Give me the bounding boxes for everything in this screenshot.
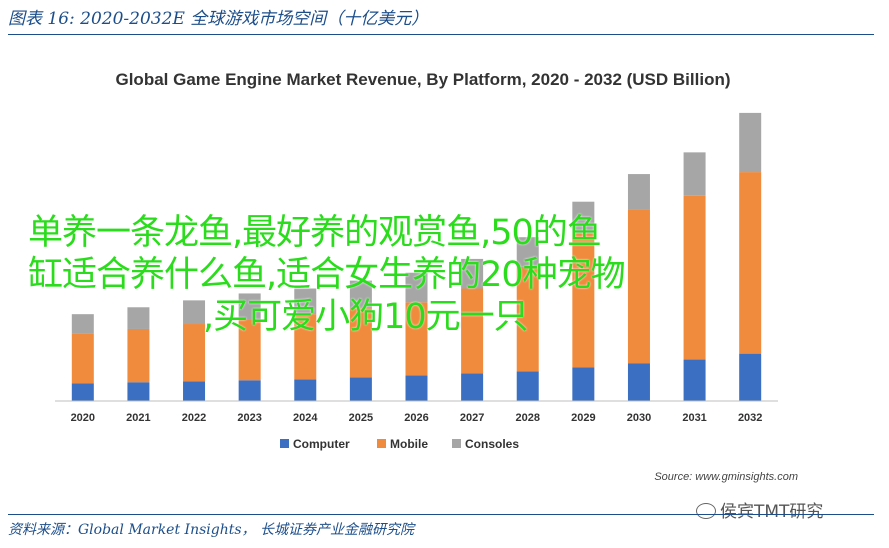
overlay-text: 单养一条龙鱼,最好养的观赏鱼,50的鱼 缸适合养什么鱼,适合女生养的20种宠物 … [28,212,848,338]
bar-computer-2021 [127,382,150,401]
bar-mobile-2031 [683,195,706,360]
bar-consoles-2020 [71,314,94,334]
wechat-icon [696,503,716,519]
bar-consoles-2029 [572,201,595,234]
overlay-line-1: 单养一条龙鱼,最好养的观赏鱼,50的鱼 [28,213,602,253]
bar-computer-2028 [516,371,539,401]
caption-divider [8,34,874,35]
bar-consoles-2022 [183,300,206,325]
bar-mobile-2025 [349,308,372,378]
legend-label-consoles: Consoles [465,437,519,451]
bar-computer-2025 [349,377,372,401]
bar-computer-2024 [294,379,317,401]
legend-label-mobile: Mobile [390,437,428,451]
bar-consoles-2032 [739,112,762,173]
wechat-watermark: 侯宾TMT研究 [696,497,823,522]
bar-computer-2032 [739,353,762,401]
x-tick-label: 2021 [126,412,150,424]
bar-computer-2023 [238,380,261,401]
bar-computer-2020 [71,383,94,401]
legend-swatch-consoles [452,439,461,448]
legend: Computer Mobile Consoles [280,437,519,451]
footer-divider [8,514,874,515]
bar-mobile-2029 [572,233,595,368]
x-tick-label: 2022 [182,412,206,424]
bar-mobile-2020 [71,333,94,384]
x-tick-label: 2020 [71,412,95,424]
bar-consoles-2021 [127,307,150,329]
bar-mobile-2021 [127,328,150,383]
overlay-line-3: ,买可爱小狗10元一只 [203,297,529,337]
legend-swatch-mobile [377,439,386,448]
stacked-bar-chart: Global Game Engine Market Revenue, By Pl… [55,70,798,483]
bar-mobile-2024 [294,314,317,380]
bar-consoles-2023 [238,293,261,320]
bar-mobile-2032 [739,172,762,354]
bar-consoles-2027 [461,258,484,289]
bar-computer-2022 [183,381,206,401]
bar-mobile-2023 [238,319,261,381]
bar-consoles-2024 [294,288,317,315]
wechat-label: 侯宾TMT研究 [720,502,824,522]
x-tick-label: 2026 [404,412,428,424]
bar-computer-2030 [627,363,650,401]
x-tick-label: 2023 [237,412,261,424]
x-tick-label: 2030 [627,412,651,424]
bar-mobile-2030 [627,209,650,364]
x-tick-label: 2027 [460,412,484,424]
x-tick-label: 2032 [738,412,762,424]
bar-computer-2027 [461,373,484,401]
footer-source: 资料来源：Global Market Insights， 长城证券产业金融研究院 [8,522,414,538]
figure-caption: 图表 16: 2020-2032E 全球游戏市场空间（十亿美元） [8,9,429,29]
bar-mobile-2027 [461,288,484,374]
bar-consoles-2030 [627,174,650,210]
x-tick-label: 2031 [682,412,706,424]
bar-mobile-2026 [405,302,428,376]
chart-title: Global Game Engine Market Revenue, By Pl… [115,70,730,89]
bars-group [71,112,762,401]
bar-consoles-2031 [683,152,706,196]
bar-consoles-2025 [349,280,372,309]
bar-consoles-2026 [405,272,428,303]
bar-computer-2026 [405,375,428,401]
legend-label-computer: Computer [293,437,350,451]
x-tick-label: 2028 [515,412,539,424]
chart-source: Source: www.gminsights.com [654,471,798,483]
x-tick-label: 2024 [293,412,318,424]
legend-swatch-computer [280,439,289,448]
x-tick-label: 2025 [349,412,373,424]
x-tick-label: 2029 [571,412,595,424]
bar-computer-2029 [572,367,595,401]
bar-consoles-2028 [516,237,539,267]
overlay-line-2: 缸适合养什么鱼,适合女生养的20种宠物 [28,255,626,295]
bar-mobile-2028 [516,266,539,372]
bar-mobile-2022 [183,324,206,382]
bar-computer-2031 [683,359,706,401]
x-tick-labels: 2020 2021 2022 2023 2024 2025 2026 2027 2028 2029… [71,412,763,424]
